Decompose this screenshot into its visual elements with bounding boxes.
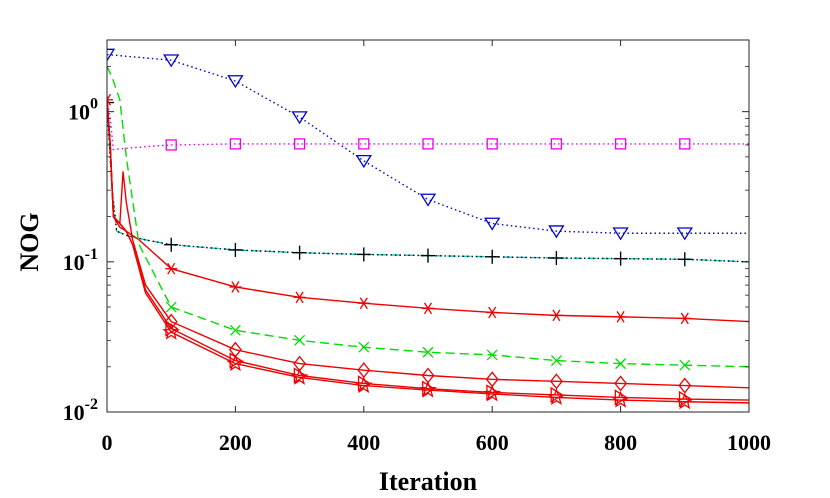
- data-point-red-star-0: [162, 322, 181, 340]
- data-point-red-star-5: [483, 384, 502, 402]
- data-point-blue-triangle-7: [548, 225, 565, 239]
- data-point-red-asterisk-7: [550, 309, 563, 322]
- data-point-red-asterisk-5: [422, 302, 434, 315]
- data-point-red-diamond-7: [614, 375, 628, 392]
- series-line-red-asterisk: [107, 99, 749, 323]
- data-point-blue-triangle-9: [676, 227, 693, 241]
- data-point-red-asterisk-6: [486, 306, 499, 319]
- data-point-blue-triangle-8: [612, 227, 629, 241]
- y-axis-label: NOG: [15, 212, 44, 271]
- data-point-blue-triangle-0: [107, 48, 116, 62]
- data-point-red-star-3: [354, 376, 373, 394]
- data-point-red-asterisk-8: [614, 311, 627, 323]
- series-line-green-x: [107, 66, 749, 368]
- data-point-black-plus-3: [292, 245, 307, 260]
- x-tick-label: 600: [476, 430, 509, 455]
- series-line-black-plus: [107, 102, 749, 263]
- data-point-black-plus-9: [677, 252, 692, 267]
- data-point-magenta-square-1: [229, 138, 242, 150]
- x-tick-label: 200: [219, 430, 252, 455]
- data-point-magenta-square-5: [486, 138, 498, 150]
- series-cyan-plus: [107, 102, 749, 267]
- data-point-red-asterisk-0: [107, 93, 113, 106]
- data-point-green-x-6: [550, 355, 562, 367]
- data-point-magenta-square-0: [165, 139, 177, 151]
- data-point-black-plus-1: [164, 237, 179, 252]
- data-point-magenta-square-7: [614, 138, 627, 150]
- data-point-green-x-1: [229, 324, 241, 336]
- data-point-black-plus-6: [485, 249, 500, 264]
- data-point-black-plus-2: [228, 242, 243, 257]
- series-green-x: [107, 66, 749, 371]
- data-point-magenta-square-2: [293, 138, 306, 150]
- data-point-green-x-0: [165, 301, 177, 313]
- y-tick-label: 10-2: [63, 396, 98, 425]
- data-point-red-star-4: [419, 380, 437, 398]
- series-line-red-star: [107, 99, 749, 404]
- data-point-red-star-6: [547, 388, 566, 405]
- data-point-green-x-4: [422, 346, 434, 358]
- axes: [106, 39, 750, 413]
- data-point-green-x-8: [679, 359, 691, 371]
- axes-box: [106, 39, 750, 413]
- data-point-black-plus-5: [421, 248, 435, 263]
- x-tick-label: 400: [347, 430, 380, 455]
- y-tick-label: 10-1: [63, 246, 98, 275]
- x-axis-ticks: 0 200 400 600 800 1000: [102, 40, 771, 455]
- data-point-black-plus-4: [356, 247, 371, 262]
- data-point-blue-triangle-2: [227, 75, 244, 89]
- data-point-blue-triangle-6: [484, 217, 501, 231]
- data-point-red-asterisk-3: [293, 291, 306, 304]
- data-point-green-x-2: [294, 334, 306, 346]
- x-axis-label: Iteration: [379, 467, 478, 496]
- x-tick-label: 800: [604, 430, 637, 455]
- series-magenta-square: [107, 99, 749, 151]
- data-point-blue-triangle-4: [355, 154, 372, 169]
- series-red-star: [107, 99, 749, 410]
- data-point-red-star-2: [290, 368, 309, 385]
- data-point-red-star-1: [226, 354, 245, 372]
- data-point-green-x-3: [358, 341, 370, 353]
- series-line-magenta-square: [107, 99, 749, 151]
- data-point-red-star-8: [675, 392, 694, 410]
- data-point-red-asterisk-2: [229, 281, 242, 293]
- data-point-red-star-7: [611, 390, 630, 408]
- data-point-green-x-5: [486, 349, 498, 361]
- data-point-magenta-square-6: [550, 138, 563, 150]
- data-point-blue-triangle-1: [163, 54, 180, 68]
- data-point-red-asterisk-9: [678, 312, 691, 325]
- data-point-magenta-square-4: [422, 138, 434, 150]
- data-point-black-plus-0: [107, 95, 114, 110]
- series-line-cyan-plus: [107, 102, 749, 263]
- series-line-blue-triangle: [107, 53, 749, 234]
- data-point-red-asterisk-1: [165, 262, 178, 275]
- data-point-green-x-7: [615, 358, 627, 370]
- data-point-magenta-square-3: [358, 138, 370, 150]
- data-point-blue-triangle-3: [291, 111, 308, 125]
- data-point-blue-triangle-5: [419, 193, 437, 207]
- data-point-magenta-square-8: [679, 138, 691, 150]
- data-point-red-asterisk-4: [357, 297, 370, 310]
- data-point-black-plus-8: [613, 251, 628, 266]
- x-tick-label: 0: [102, 430, 113, 455]
- plot-area: [107, 48, 749, 410]
- series-red-asterisk: [107, 93, 749, 325]
- y-axis-ticks: 10-2 10-1 100: [63, 39, 749, 425]
- x-tick-label: 1000: [727, 430, 771, 455]
- data-point-black-plus-7: [549, 251, 564, 266]
- series-black-plus: [107, 95, 749, 267]
- y-tick-label: 100: [68, 96, 98, 125]
- series-blue-triangle: [107, 48, 749, 241]
